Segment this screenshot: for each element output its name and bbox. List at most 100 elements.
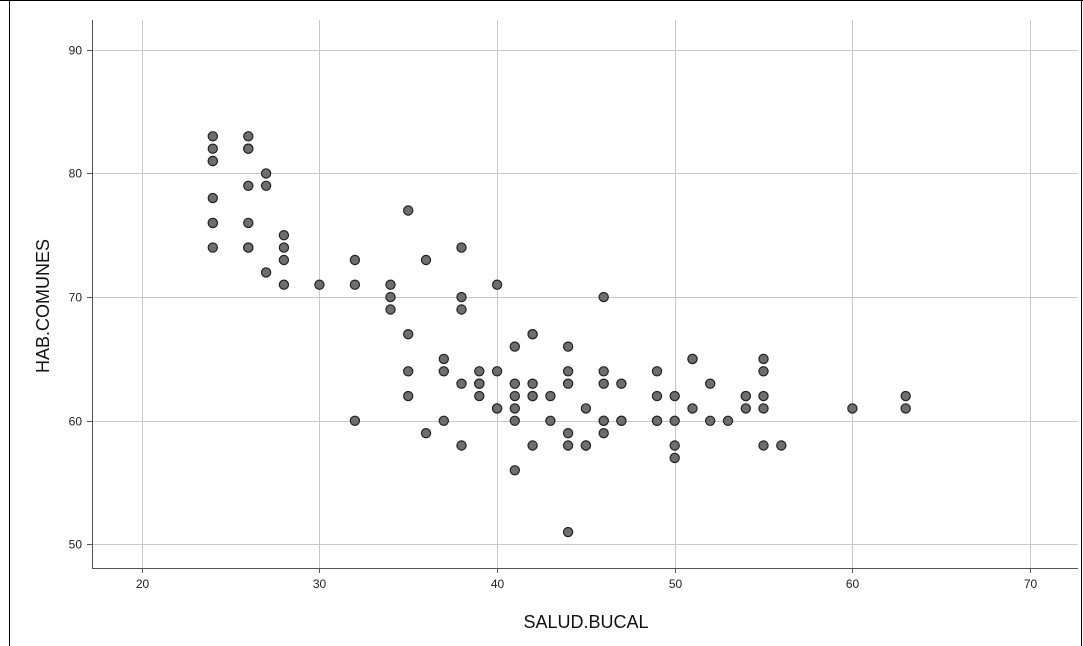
data-point-46 [474, 390, 485, 402]
data-point-32 [403, 390, 414, 402]
data-points [207, 131, 911, 538]
data-point-29 [403, 205, 414, 216]
data-point-54 [509, 403, 520, 414]
data-point-50 [491, 403, 503, 414]
data-point-93 [687, 403, 698, 414]
data-point-28 [385, 304, 396, 315]
data-point-36 [438, 366, 449, 377]
data-point-6 [207, 217, 218, 229]
data-point-99 [740, 403, 752, 414]
data-point-101 [758, 366, 769, 377]
x-tick-label-40: 40 [491, 577, 505, 591]
data-point-68 [562, 428, 574, 439]
data-point-43 [474, 366, 485, 377]
axes [87, 20, 1078, 573]
x-tick-label-70: 70 [1024, 577, 1038, 591]
data-point-20 [278, 254, 290, 266]
data-point-14 [243, 242, 254, 253]
data-point-107 [900, 390, 911, 402]
data-point-66 [562, 366, 574, 377]
data-point-52 [509, 378, 520, 389]
grid-lines [92, 20, 1078, 568]
data-point-25 [349, 415, 361, 426]
data-point-90 [669, 452, 680, 464]
x-tick-label-60: 60 [846, 577, 860, 591]
tick-labels: 20 30 40 50 60 70 50 60 70 80 90 [69, 44, 1038, 592]
data-point-75 [598, 366, 609, 377]
data-point-19 [278, 242, 290, 253]
data-point-11 [243, 180, 254, 191]
data-point-40 [456, 304, 467, 315]
data-point-64 [545, 415, 556, 426]
data-point-4 [207, 192, 218, 204]
data-point-100 [758, 353, 769, 365]
data-point-47 [491, 279, 503, 290]
data-point-8 [243, 131, 254, 142]
data-point-92 [687, 353, 698, 365]
y-tick-label-80: 80 [69, 167, 83, 181]
data-point-71 [580, 403, 592, 414]
data-point-31 [403, 366, 414, 377]
data-point-58 [527, 329, 538, 340]
data-point-7 [207, 242, 218, 253]
data-point-27 [385, 291, 396, 303]
data-point-87 [669, 390, 680, 402]
data-point-59 [527, 378, 538, 389]
data-point-51 [509, 341, 520, 352]
data-point-35 [438, 353, 449, 365]
data-point-0 [207, 131, 218, 142]
data-point-62 [527, 440, 538, 451]
data-point-82 [616, 415, 627, 426]
data-point-23 [349, 254, 361, 266]
data-point-63 [545, 390, 556, 402]
data-point-102 [758, 390, 769, 402]
data-point-16 [260, 180, 272, 191]
data-point-86 [651, 415, 663, 426]
data-point-61 [527, 390, 538, 402]
data-point-95 [705, 415, 716, 426]
data-point-41 [456, 378, 467, 389]
data-point-10 [243, 143, 254, 154]
data-point-73 [580, 440, 592, 451]
data-point-15 [260, 168, 272, 179]
data-point-24 [349, 279, 361, 290]
data-point-55 [509, 415, 520, 426]
data-point-48 [491, 366, 503, 377]
data-point-104 [758, 440, 769, 451]
data-point-38 [456, 242, 467, 253]
data-point-21 [278, 279, 290, 290]
data-point-80 [616, 378, 627, 389]
data-point-1 [207, 143, 218, 154]
data-point-67 [562, 378, 574, 389]
x-tick-label-20: 20 [136, 577, 150, 591]
data-point-18 [278, 229, 290, 241]
data-point-94 [705, 378, 716, 389]
data-point-69 [562, 440, 574, 451]
data-point-42 [456, 440, 467, 451]
data-point-70 [562, 526, 574, 538]
data-point-76 [598, 378, 609, 389]
data-point-26 [385, 279, 396, 290]
data-point-37 [438, 415, 449, 426]
data-point-45 [474, 378, 485, 389]
data-point-89 [669, 440, 680, 451]
x-axis-title: SALUD.BUCAL [523, 612, 648, 632]
data-point-96 [722, 415, 734, 426]
data-point-105 [776, 440, 787, 451]
data-point-17 [260, 267, 272, 278]
data-point-30 [403, 329, 414, 340]
data-point-108 [900, 403, 911, 414]
y-tick-label-70: 70 [69, 291, 83, 305]
data-point-83 [651, 366, 663, 377]
data-point-98 [740, 390, 752, 402]
x-tick-label-30: 30 [313, 577, 327, 591]
x-tick-label-50: 50 [669, 577, 683, 591]
data-point-79 [598, 428, 609, 439]
data-point-65 [562, 341, 574, 352]
data-point-33 [420, 254, 432, 266]
data-point-74 [598, 291, 609, 303]
data-point-39 [456, 291, 467, 303]
data-point-84 [651, 390, 663, 402]
